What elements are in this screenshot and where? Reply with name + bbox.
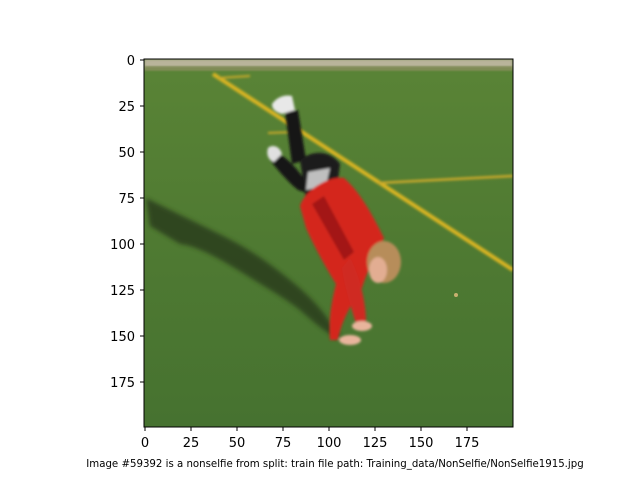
figure-caption: Image #59392 is a nonselfie from split: … <box>86 459 584 470</box>
y-tick-label: 50 <box>118 146 135 161</box>
arm <box>342 258 366 324</box>
shoe-lower <box>267 146 282 162</box>
x-tick-label: 100 <box>317 436 342 451</box>
jersey-stripe <box>312 196 354 260</box>
y-tick-label: 150 <box>110 330 135 345</box>
y-axis: 0 25 50 75 100 125 150 175 <box>110 54 144 391</box>
x-tick-label: 25 <box>183 436 200 451</box>
field-lines <box>211 72 513 272</box>
child-shadow <box>146 198 342 338</box>
y-tick-label: 0 <box>127 54 135 69</box>
top-field-line <box>217 75 251 79</box>
y-tick-label: 125 <box>110 284 135 299</box>
face <box>369 257 387 283</box>
y-tick-label: 75 <box>118 192 135 207</box>
cross-field-line <box>377 174 513 185</box>
child-figure <box>267 95 401 345</box>
leg-upper <box>285 110 306 164</box>
y-tick-label: 175 <box>110 376 135 391</box>
x-axis: 0 25 50 75 100 125 150 175 <box>141 427 480 451</box>
hand-left <box>339 335 361 345</box>
x-tick-label: 125 <box>363 436 388 451</box>
x-tick-label: 75 <box>275 436 292 451</box>
far-field-band <box>144 59 513 69</box>
far-field-edge <box>144 66 513 71</box>
shoe-upper <box>272 95 295 114</box>
photo <box>144 59 513 427</box>
x-tick-label: 50 <box>229 436 246 451</box>
y-tick-label: 100 <box>110 238 135 253</box>
x-tick-label: 0 <box>141 436 149 451</box>
diagonal-field-line <box>211 72 513 272</box>
x-tick-label: 175 <box>455 436 480 451</box>
field-speck <box>454 293 458 297</box>
y-tick-label: 25 <box>118 100 135 115</box>
hand-right <box>352 321 372 331</box>
x-tick-label: 150 <box>409 436 434 451</box>
